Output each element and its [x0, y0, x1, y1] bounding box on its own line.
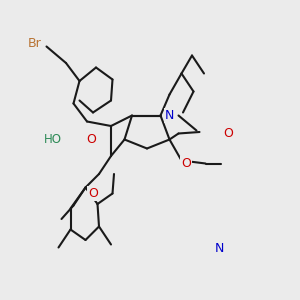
Text: HO: HO [44, 133, 62, 146]
Text: N: N [214, 242, 224, 256]
Text: Br: Br [28, 37, 41, 50]
Text: O: O [223, 127, 233, 140]
Text: N: N [165, 109, 174, 122]
Text: O: O [87, 133, 96, 146]
Text: O: O [88, 187, 98, 200]
Text: O: O [181, 157, 191, 170]
